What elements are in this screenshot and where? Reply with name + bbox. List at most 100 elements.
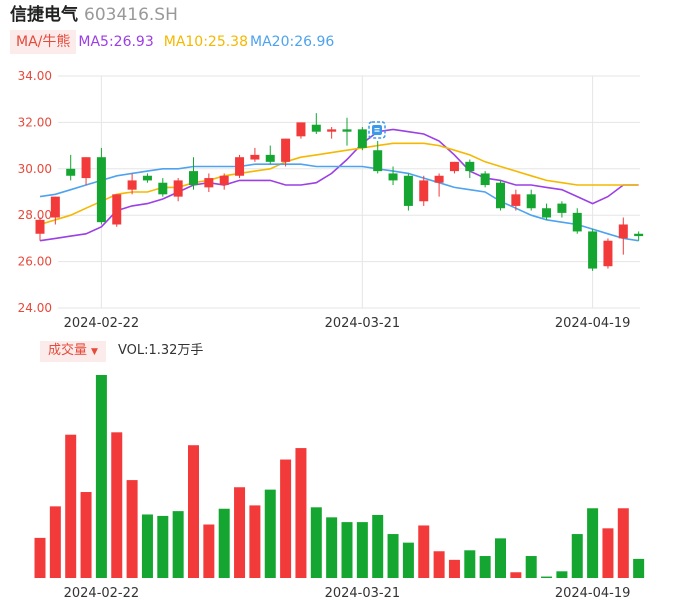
moving-average-lines [39, 128, 639, 242]
candle [342, 117, 352, 146]
volume-bar [264, 489, 276, 578]
stock-name: 信捷电气 [10, 5, 78, 25]
volume-indicator-button[interactable]: 成交量 ▼ [40, 341, 106, 362]
candle-body [173, 180, 183, 197]
candle [158, 178, 168, 197]
candle [173, 178, 183, 202]
candle [449, 161, 459, 174]
candle [142, 173, 152, 183]
volume-bar [556, 571, 568, 578]
candle-body [50, 196, 60, 218]
candle [327, 127, 337, 139]
candle-body [557, 203, 567, 213]
candle [603, 238, 613, 269]
candle [112, 194, 122, 227]
volume-x-axis: 2024-02-22 2024-03-21 2024-04-19 [64, 586, 631, 601]
candle-body [572, 212, 582, 232]
candle-body [419, 180, 429, 202]
price-grid: 24.00 26.00 28.00 30.00 32.00 34.00 [18, 69, 640, 315]
volume-bar [95, 375, 107, 578]
candle-body [327, 129, 337, 132]
candle [618, 217, 628, 255]
volume-bar [387, 534, 399, 578]
x-tick-label: 2024-02-22 [64, 316, 140, 331]
candle [557, 201, 567, 218]
candle [66, 154, 76, 181]
candle-body [235, 157, 245, 176]
y-tick-label: 30.00 [18, 162, 52, 176]
volume-bar [495, 538, 506, 578]
candle [434, 173, 444, 197]
candle-body [127, 180, 137, 190]
volume-bar [510, 572, 522, 578]
volume-button-label: 成交量 [48, 343, 88, 358]
volume-bar [326, 517, 338, 578]
volume-bar [203, 524, 215, 578]
volume-bar [34, 537, 46, 578]
volume-bar [80, 492, 92, 578]
volume-bar [541, 576, 553, 578]
stock-code: 603416.SH [84, 5, 178, 25]
volume-bar [448, 559, 460, 578]
y-tick-label: 32.00 [18, 115, 52, 129]
price-x-axis: 2024-02-22 2024-03-21 2024-04-19 [64, 316, 631, 331]
candle-body [158, 182, 168, 195]
x-tick-label: 2024-03-21 [325, 586, 401, 601]
volume-bar [479, 556, 491, 578]
volume-bar [126, 480, 138, 578]
candle-body [35, 219, 45, 234]
candle-body [588, 231, 598, 269]
volume-legend: 成交量 ▼ VOL:1.32万手 [40, 341, 203, 362]
ma10-label: MA10:25.38 [163, 34, 249, 50]
candle [281, 138, 291, 167]
volume-bar [280, 459, 292, 578]
candle-body [66, 168, 76, 176]
y-tick-label: 28.00 [18, 208, 52, 222]
y-tick-label: 26.00 [18, 255, 52, 269]
volume-bar [234, 487, 246, 578]
candle [204, 173, 214, 192]
candle [296, 122, 306, 139]
ma10-line [39, 142, 639, 226]
volume-bar [141, 514, 153, 578]
volume-bar [464, 550, 476, 578]
candle-body [219, 175, 229, 186]
candle [542, 203, 552, 220]
candle [127, 173, 137, 195]
candle [480, 171, 490, 188]
candle-body [388, 173, 398, 181]
candle-body [142, 175, 152, 181]
volume-bar [111, 432, 123, 578]
candle [219, 173, 229, 190]
volume-bar [218, 508, 230, 578]
candle-body [526, 194, 536, 209]
candle [265, 145, 275, 165]
candle [250, 147, 260, 162]
event-marker-icon[interactable] [368, 121, 386, 139]
candle-body [634, 233, 644, 237]
candle [189, 157, 198, 190]
volume-bar [310, 507, 322, 578]
candle [357, 127, 367, 151]
candle-body [81, 157, 91, 179]
candle-body [296, 122, 306, 137]
ma-indicator-button[interactable]: MA/牛熊 [10, 30, 77, 54]
candle [235, 154, 245, 179]
candle [572, 208, 582, 234]
volume-bar [172, 511, 184, 578]
volume-bar [617, 508, 629, 578]
candle [465, 159, 475, 179]
volume-bar [402, 542, 414, 578]
x-tick-label: 2024-04-19 [555, 316, 631, 331]
volume-bar [571, 534, 583, 578]
candle-body [204, 178, 214, 188]
ma5-label: MA5:26.93 [78, 34, 154, 50]
x-tick-label: 2024-04-19 [555, 586, 631, 601]
x-tick-label: 2024-03-21 [325, 316, 401, 331]
candle-body [511, 194, 521, 206]
volume-bar [633, 558, 645, 578]
candlesticks [35, 113, 644, 271]
volume-bar [418, 525, 430, 578]
y-tick-label: 34.00 [18, 69, 52, 83]
